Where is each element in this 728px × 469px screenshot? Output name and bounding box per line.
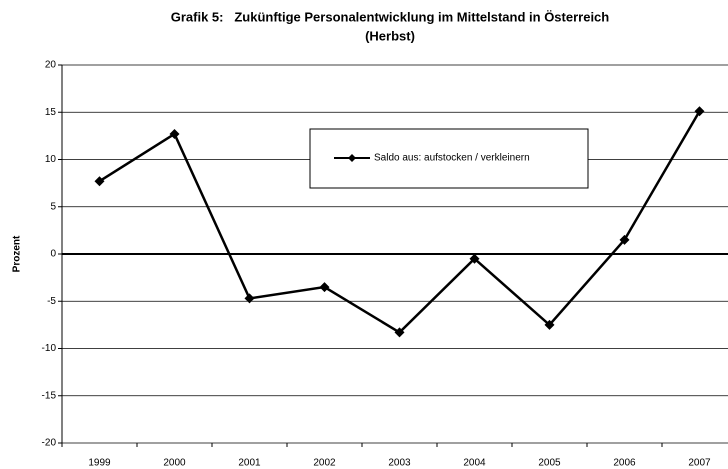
point-marker	[544, 319, 555, 330]
y-tick-label: 15	[45, 107, 57, 118]
y-tick-label: -20	[42, 438, 57, 449]
x-tick-label: 2001	[238, 458, 261, 469]
x-tick-label: 2004	[463, 458, 486, 469]
y-tick-label: 5	[50, 201, 56, 212]
point-marker	[319, 282, 330, 293]
y-tick-label: -5	[47, 296, 56, 307]
legend-marker	[348, 154, 356, 162]
legend-label: Saldo aus: aufstocken / verkleinern	[374, 153, 530, 164]
point-marker	[244, 293, 255, 304]
y-tick-label: 10	[45, 154, 57, 165]
x-tick-label: 2005	[538, 458, 561, 469]
y-tick-label: 0	[50, 249, 56, 260]
y-tick-label: 20	[45, 60, 57, 71]
x-tick-label: 2002	[313, 458, 336, 469]
chart-title: Grafik 5: Zukünftige Personalentwicklung…	[171, 9, 610, 24]
x-tick-label: 2006	[613, 458, 636, 469]
chart-title: (Herbst)	[365, 28, 415, 43]
x-tick-label: 2007	[688, 458, 711, 469]
x-tick-label: 2003	[388, 458, 411, 469]
x-tick-label: 2000	[163, 458, 186, 469]
x-tick-label: 1999	[88, 458, 111, 469]
y-axis-label: Prozent	[12, 235, 23, 272]
point-marker	[694, 106, 705, 117]
point-marker	[469, 253, 480, 264]
y-tick-label: -10	[42, 343, 57, 354]
point-marker	[94, 176, 105, 187]
point-marker	[169, 128, 180, 139]
point-marker	[394, 327, 405, 338]
y-tick-label: -15	[42, 390, 57, 401]
point-marker	[619, 234, 630, 245]
